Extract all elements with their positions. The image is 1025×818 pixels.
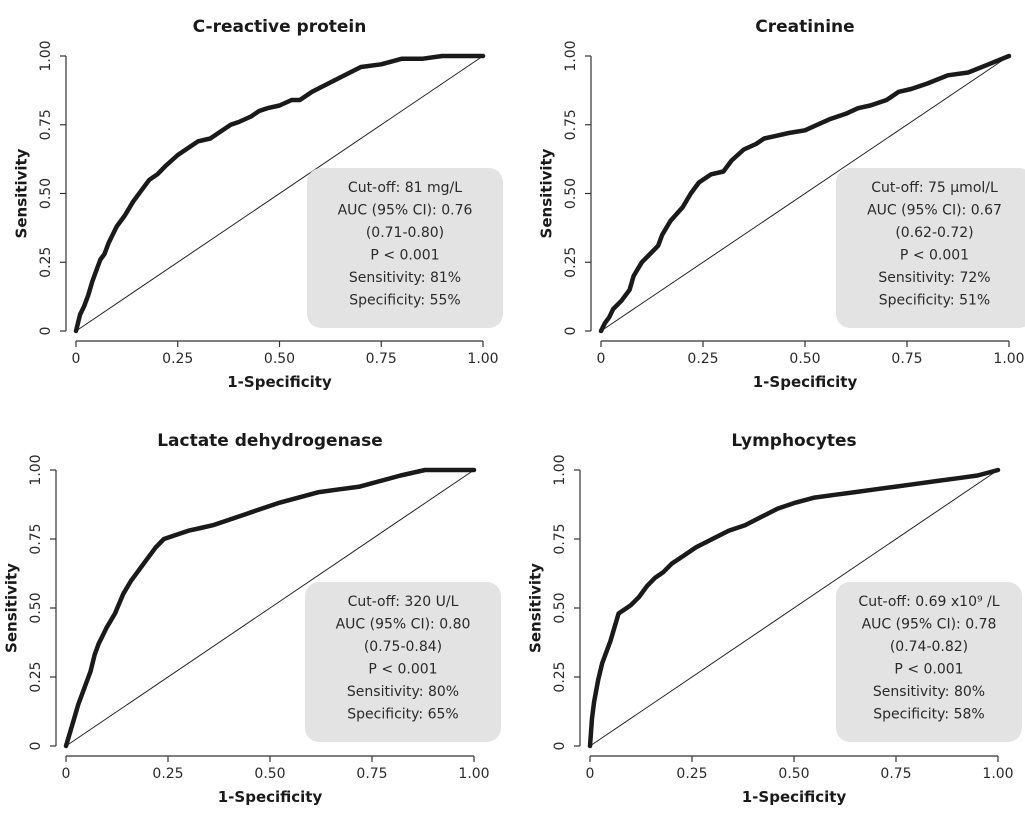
x-tick-label: 0.50 bbox=[789, 351, 820, 367]
roc-curve-line bbox=[63, 467, 477, 749]
x-tick-label: 0.50 bbox=[778, 766, 809, 782]
x-axis-label: 1-Specificity bbox=[227, 373, 332, 391]
x-tick-label: 1.00 bbox=[458, 766, 489, 782]
x-tick-label: 0.75 bbox=[356, 766, 387, 782]
x-tick-label: 0.25 bbox=[687, 351, 718, 367]
x-tick-label: 1.00 bbox=[993, 351, 1024, 367]
stats-box-line: (0.75-0.84) bbox=[364, 639, 442, 655]
x-tick-label: 0.75 bbox=[880, 766, 911, 782]
roc-chart-svg: C-reactive protein 0 0 0.25 0.25 0.50 0.50 0.75… bbox=[13, 17, 503, 391]
stats-box-line: Cut-off: 0.69 x10⁹ /L bbox=[858, 594, 999, 610]
x-tick-label: 0 bbox=[72, 351, 81, 367]
y-tick-label: 0 bbox=[38, 327, 54, 336]
stats-info-box bbox=[305, 582, 501, 742]
stats-box-line: Cut-off: 81 mg/L bbox=[348, 180, 462, 196]
stats-box-line: Specificity: 58% bbox=[873, 707, 984, 723]
y-tick-label: 0 bbox=[563, 327, 579, 336]
chart-title: Lymphocytes bbox=[731, 431, 856, 451]
roc-curve-line bbox=[587, 467, 1001, 749]
roc-panel-crp: C-reactive protein 0 0 0.25 0.25 0.50 0.50 0.75… bbox=[0, 0, 512, 404]
reference-diagonal-line bbox=[65, 469, 475, 747]
y-tick-label: 0.75 bbox=[552, 523, 568, 554]
x-axis-label: 1-Specificity bbox=[753, 373, 858, 391]
stats-box-line: AUC (95% CI): 0.67 bbox=[867, 203, 1002, 219]
y-tick-label: 0.50 bbox=[28, 592, 44, 623]
roc-chart-svg: Lactate dehydrogenase 0 0 0.25 0.25 0.50 0.50 0… bbox=[3, 431, 501, 806]
y-tick-label: 1.00 bbox=[28, 454, 44, 485]
x-tick-label: 0.75 bbox=[891, 351, 922, 367]
stats-box-line: Specificity: 55% bbox=[349, 293, 460, 309]
stats-box-line: AUC (95% CI): 0.80 bbox=[336, 617, 471, 633]
stats-box-line: Sensitivity: 72% bbox=[878, 270, 990, 286]
stats-box-line: P < 0.001 bbox=[900, 248, 969, 264]
roc-panel-ldh: Lactate dehydrogenase 0 0 0.25 0.25 0.50 0.50 0… bbox=[0, 414, 512, 818]
y-tick-label: 0 bbox=[28, 742, 44, 751]
y-tick-label: 0.25 bbox=[563, 247, 579, 278]
y-axis-label: Sensitivity bbox=[527, 563, 545, 653]
stats-box-line: AUC (95% CI): 0.76 bbox=[338, 203, 473, 219]
chart-title: C-reactive protein bbox=[193, 17, 367, 37]
reference-diagonal-line bbox=[600, 55, 1010, 332]
y-tick-label: 0.75 bbox=[38, 109, 54, 140]
y-tick-label: 1.00 bbox=[552, 454, 568, 485]
x-tick-label: 0.75 bbox=[366, 351, 397, 367]
y-axis-label: Sensitivity bbox=[3, 563, 21, 653]
x-tick-label: 0 bbox=[62, 766, 71, 782]
roc-panel-lymphocytes: Lymphocytes 0 0 0.25 0.25 0.50 0.50 0.75 0.75 1.0… bbox=[512, 414, 1024, 818]
y-tick-label: 0.75 bbox=[563, 109, 579, 140]
x-tick-label: 0.50 bbox=[264, 351, 295, 367]
y-tick-label: 1.00 bbox=[563, 40, 579, 71]
reference-diagonal-line bbox=[75, 55, 484, 332]
x-tick-label: 0.25 bbox=[676, 766, 707, 782]
roc-curve-line bbox=[598, 53, 1012, 334]
chart-title: Creatinine bbox=[755, 17, 854, 37]
stats-box-line: Specificity: 65% bbox=[347, 707, 458, 723]
y-axis-label: Sensitivity bbox=[13, 148, 31, 238]
x-tick-label: 0.50 bbox=[254, 766, 285, 782]
stats-box-line: P < 0.001 bbox=[370, 248, 439, 264]
y-tick-label: 0.25 bbox=[552, 661, 568, 692]
stats-box-line: Sensitivity: 81% bbox=[349, 270, 461, 286]
x-tick-label: 0 bbox=[586, 766, 595, 782]
stats-box-line: Specificity: 51% bbox=[879, 293, 990, 309]
stats-box-line: (0.71-0.80) bbox=[366, 225, 444, 241]
roc-chart-svg: Creatinine 0 0 0.25 0.25 0.50 0.50 0.75 0.75 1.00… bbox=[538, 17, 1025, 391]
roc-curve-line bbox=[73, 53, 486, 334]
x-tick-label: 0.25 bbox=[152, 766, 183, 782]
y-tick-label: 0.50 bbox=[563, 178, 579, 209]
reference-diagonal-line bbox=[589, 469, 999, 747]
y-tick-label: 0.75 bbox=[28, 523, 44, 554]
roc-panel-creatinine: Creatinine 0 0 0.25 0.25 0.50 0.50 0.75 0.75 1.00… bbox=[525, 0, 1025, 404]
x-tick-label: 1.00 bbox=[982, 766, 1013, 782]
x-tick-label: 0 bbox=[597, 351, 606, 367]
y-tick-label: 0.25 bbox=[38, 247, 54, 278]
stats-box-line: P < 0.001 bbox=[894, 662, 963, 678]
stats-info-box bbox=[307, 168, 503, 328]
y-tick-label: 0 bbox=[552, 742, 568, 751]
stats-box-line: AUC (95% CI): 0.78 bbox=[862, 617, 997, 633]
stats-box-line: Sensitivity: 80% bbox=[347, 684, 459, 700]
y-tick-label: 0.25 bbox=[28, 661, 44, 692]
y-axis-label: Sensitivity bbox=[538, 148, 556, 238]
stats-box-line: P < 0.001 bbox=[368, 662, 437, 678]
stats-info-box bbox=[836, 168, 1025, 328]
stats-box-line: Sensitivity: 80% bbox=[873, 684, 985, 700]
y-tick-label: 0.50 bbox=[552, 592, 568, 623]
x-axis-label: 1-Specificity bbox=[218, 788, 323, 806]
stats-box-line: Cut-off: 75 µmol/L bbox=[871, 180, 998, 196]
x-tick-label: 0.25 bbox=[162, 351, 193, 367]
chart-title: Lactate dehydrogenase bbox=[157, 431, 383, 451]
stats-box-line: (0.74-0.82) bbox=[890, 639, 968, 655]
stats-info-box bbox=[836, 582, 1022, 742]
roc-chart-svg: Lymphocytes 0 0 0.25 0.25 0.50 0.50 0.75 0.75 1.0… bbox=[527, 431, 1022, 806]
y-tick-label: 0.50 bbox=[38, 178, 54, 209]
x-axis-label: 1-Specificity bbox=[742, 788, 847, 806]
y-tick-label: 1.00 bbox=[38, 40, 54, 71]
stats-box-line: Cut-off: 320 U/L bbox=[348, 594, 459, 610]
stats-box-line: (0.62-0.72) bbox=[895, 225, 973, 241]
x-tick-label: 1.00 bbox=[467, 351, 498, 367]
